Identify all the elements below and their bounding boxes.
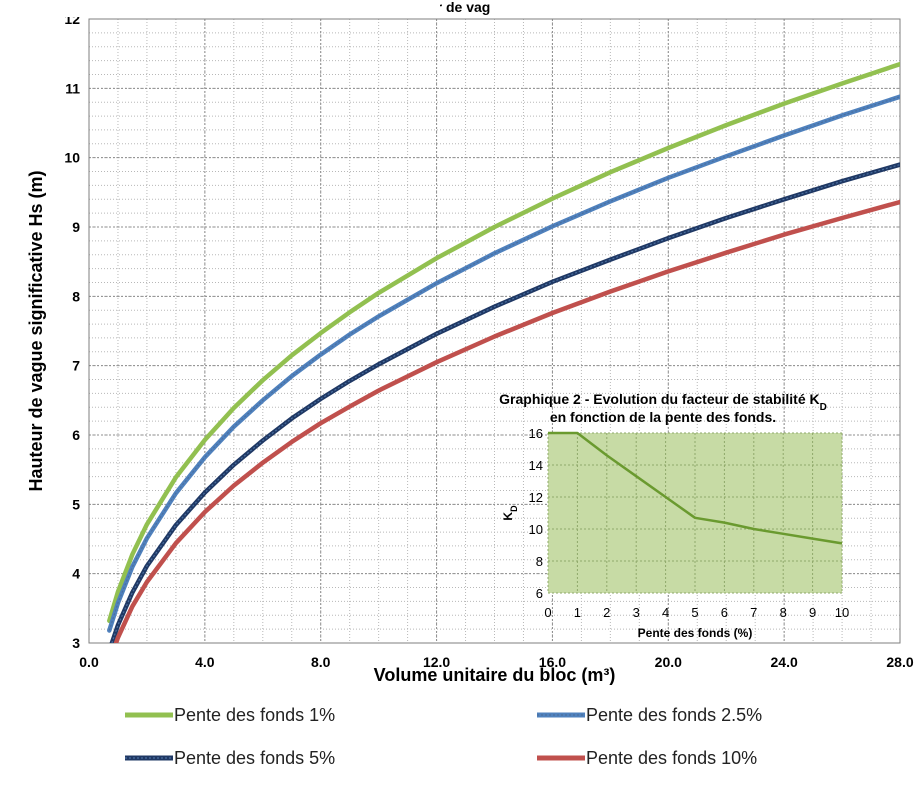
y-tick-label: 10 bbox=[64, 150, 80, 166]
inset-x-tick-label: 0 bbox=[544, 605, 551, 620]
inset-x-axis-title: Pente des fonds (%) bbox=[638, 626, 753, 640]
inset-title-line2: en fonction de la pente des fonds. bbox=[550, 409, 776, 425]
inset-y-tick-label: 10 bbox=[529, 522, 543, 537]
x-tick-label: 12.0 bbox=[423, 654, 450, 670]
inset-y-tick-label: 14 bbox=[529, 458, 543, 473]
legend-label: Pente des fonds 1% bbox=[174, 705, 335, 725]
legend: Pente des fonds 1% Pente des fonds 2.5% Pe… bbox=[125, 705, 762, 768]
inset-y-tick-label: 8 bbox=[536, 554, 543, 569]
series-line bbox=[113, 199, 900, 643]
inset-y-tick-label: 12 bbox=[529, 490, 543, 505]
series-line-pattern bbox=[111, 164, 900, 643]
title-mask-left bbox=[0, 0, 440, 17]
legend-label: Pente des fonds 2.5% bbox=[586, 705, 762, 725]
x-tick-label: 0.0 bbox=[79, 654, 99, 670]
series-line bbox=[107, 61, 900, 624]
series-group bbox=[107, 61, 900, 643]
legend-label: Pente des fonds 10% bbox=[586, 748, 757, 768]
inset-title-subscript: D bbox=[820, 402, 827, 413]
x-tick-label: 16.0 bbox=[539, 654, 566, 670]
inset-y-tick-label: 6 bbox=[536, 586, 543, 601]
inset-x-tick-label: 5 bbox=[691, 605, 698, 620]
y-tick-label: 8 bbox=[72, 288, 80, 304]
x-tick-label: 8.0 bbox=[311, 654, 331, 670]
y-tick-label: 6 bbox=[72, 427, 80, 443]
inset-y-axis-subscript: D bbox=[509, 505, 519, 512]
inset-x-tick-label: 6 bbox=[721, 605, 728, 620]
y-tick-label: 7 bbox=[72, 358, 80, 374]
inset-chart: Graphique 2 - Evolution du facteur de st… bbox=[499, 391, 849, 640]
plot-border bbox=[88, 18, 901, 644]
inset-x-tick-label: 8 bbox=[780, 605, 787, 620]
y-tick-label: 5 bbox=[72, 496, 80, 512]
inset-x-tick-label: 1 bbox=[574, 605, 581, 620]
x-tick-label: 24.0 bbox=[771, 654, 798, 670]
legend-label: Pente des fonds 5% bbox=[174, 748, 335, 768]
x-tick-label: 4.0 bbox=[195, 654, 215, 670]
inset-x-tick-label: 9 bbox=[809, 605, 816, 620]
x-tick-label: 28.0 bbox=[886, 654, 913, 670]
y-axis-title: Hauteur de vague significative Hs (m) bbox=[26, 170, 46, 491]
x-tick-label: 20.0 bbox=[655, 654, 682, 670]
series-line-pattern bbox=[108, 96, 900, 631]
inset-x-tick-label: 3 bbox=[633, 605, 640, 620]
inset-series-line bbox=[548, 431, 843, 545]
inset-x-tick-label: 4 bbox=[662, 605, 669, 620]
x-axis-title: Volume unitaire du bloc (m³) bbox=[374, 665, 616, 685]
title-mask-right bbox=[491, 0, 919, 17]
inset-y-tick-label: 16 bbox=[529, 426, 543, 441]
y-tick-label: 3 bbox=[72, 635, 80, 651]
y-tick-label: 9 bbox=[72, 219, 80, 235]
inset-x-tick-label: 7 bbox=[750, 605, 757, 620]
inset-x-tick-label: 2 bbox=[603, 605, 610, 620]
y-tick-label: 11 bbox=[65, 80, 80, 96]
inset-x-tick-label: 10 bbox=[835, 605, 849, 620]
y-tick-label: 4 bbox=[72, 566, 80, 582]
